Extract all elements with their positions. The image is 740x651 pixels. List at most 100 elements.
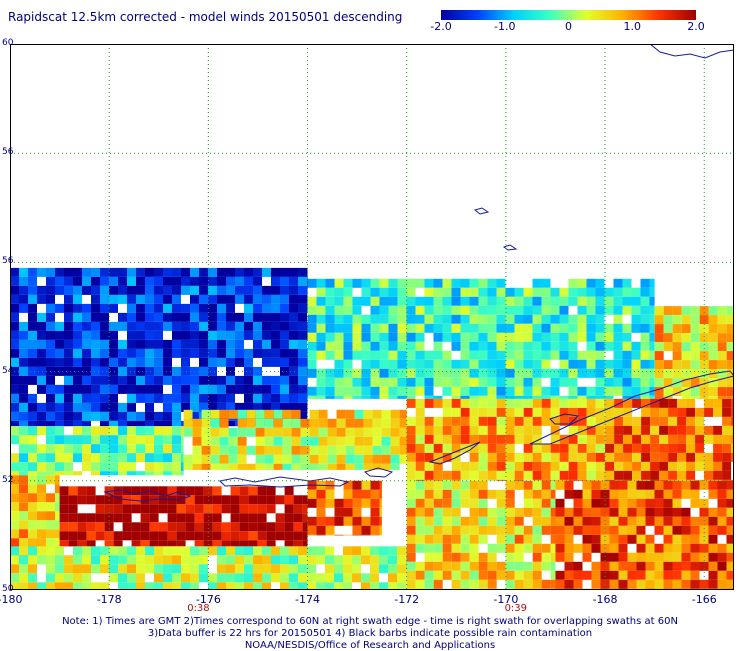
wind-cell bbox=[154, 453, 163, 462]
wind-cell bbox=[292, 437, 301, 446]
wind-cell bbox=[452, 571, 461, 580]
wind-cell bbox=[100, 313, 109, 322]
wind-cell bbox=[677, 417, 686, 426]
wind-cell bbox=[425, 360, 434, 369]
wind-cell bbox=[380, 499, 382, 508]
wind-cell bbox=[172, 376, 181, 385]
wind-cell bbox=[208, 313, 217, 322]
wind-cell bbox=[28, 538, 37, 547]
wind-cell bbox=[668, 480, 677, 481]
wind-cell bbox=[217, 304, 226, 313]
wind-cell bbox=[614, 324, 623, 333]
wind-cell bbox=[551, 378, 560, 387]
wind-cell bbox=[226, 304, 235, 313]
wind-cell bbox=[55, 394, 64, 403]
wind-cell bbox=[109, 555, 118, 564]
wind-cell bbox=[280, 268, 289, 277]
wind-cell bbox=[587, 360, 596, 369]
wind-cell bbox=[163, 421, 172, 426]
wind-cell bbox=[307, 555, 316, 564]
wind-cell bbox=[136, 582, 145, 590]
wind-cell bbox=[145, 421, 154, 426]
wind-cell bbox=[355, 437, 364, 446]
wind-cell bbox=[470, 499, 479, 508]
wind-cell bbox=[28, 520, 37, 529]
wind-cell bbox=[55, 331, 64, 340]
wind-cell bbox=[515, 399, 524, 408]
wind-cell bbox=[416, 471, 425, 480]
wind-cell bbox=[565, 490, 574, 499]
wind-cell bbox=[610, 553, 619, 562]
wind-cell bbox=[267, 540, 276, 546]
wind-cell bbox=[587, 324, 596, 333]
wind-cell bbox=[262, 546, 271, 555]
wind-cell bbox=[253, 546, 262, 555]
wind-cell bbox=[244, 546, 253, 555]
wind-cell bbox=[443, 417, 452, 426]
wind-cell bbox=[91, 304, 100, 313]
wind-cell bbox=[325, 573, 334, 582]
wind-cell bbox=[280, 394, 289, 403]
wind-cell bbox=[46, 511, 55, 520]
wind-cell bbox=[294, 540, 303, 546]
wind-cell bbox=[727, 351, 734, 360]
wind-cell bbox=[310, 419, 319, 428]
wind-cell bbox=[181, 322, 190, 331]
wind-cell bbox=[82, 268, 91, 277]
wind-cell bbox=[628, 535, 637, 544]
wind-cell bbox=[551, 333, 560, 342]
wind-cell bbox=[425, 553, 434, 562]
wind-cell bbox=[691, 544, 700, 553]
wind-cell bbox=[208, 340, 217, 349]
wind-cell bbox=[578, 288, 587, 297]
wind-cell bbox=[109, 295, 118, 304]
wind-cell bbox=[346, 428, 355, 437]
wind-cell bbox=[229, 428, 238, 437]
wind-cell bbox=[37, 475, 46, 484]
wind-cell bbox=[37, 444, 46, 453]
wind-cell bbox=[578, 444, 587, 453]
wind-cell bbox=[407, 471, 416, 480]
wind-cell bbox=[344, 342, 353, 351]
wind-cell bbox=[407, 426, 416, 435]
wind-cell bbox=[19, 385, 28, 394]
wind-cell bbox=[222, 540, 231, 546]
wind-cell bbox=[655, 342, 664, 351]
wind-cell bbox=[355, 428, 364, 437]
note-line-3: NOAA/NESDIS/Office of Research and Appli… bbox=[0, 640, 740, 651]
wind-cell bbox=[87, 531, 96, 540]
wind-cell bbox=[280, 286, 289, 295]
wind-cell bbox=[271, 564, 280, 573]
wind-cell bbox=[641, 426, 650, 435]
wind-cell bbox=[515, 369, 524, 378]
wind-cell bbox=[370, 546, 379, 555]
wind-cell bbox=[709, 342, 718, 351]
wind-cell bbox=[425, 369, 434, 378]
wind-cell bbox=[204, 540, 213, 546]
wind-cell bbox=[64, 367, 73, 376]
wind-cell bbox=[488, 508, 497, 517]
wind-cell bbox=[109, 268, 118, 277]
wind-cell bbox=[150, 540, 159, 546]
wind-cell bbox=[551, 471, 560, 480]
wind-cell bbox=[497, 526, 506, 535]
wind-cell bbox=[145, 444, 154, 453]
wind-cell bbox=[389, 279, 398, 288]
wind-cell bbox=[704, 480, 713, 481]
wind-cell bbox=[109, 394, 118, 403]
wind-cell bbox=[181, 462, 184, 471]
wind-cell bbox=[583, 526, 592, 535]
wind-cell bbox=[114, 513, 123, 522]
wind-cell bbox=[317, 315, 326, 324]
wind-cell bbox=[334, 555, 343, 564]
wind-cell bbox=[301, 437, 310, 446]
wind-cell bbox=[265, 446, 274, 455]
wind-cell bbox=[524, 580, 533, 589]
wind-cell bbox=[326, 387, 335, 396]
swath-time-label: 0:39 bbox=[505, 603, 527, 614]
wind-cell bbox=[335, 535, 344, 536]
wind-cell bbox=[217, 268, 226, 277]
wind-cell bbox=[220, 410, 229, 419]
wind-cell bbox=[10, 412, 19, 421]
wind-cell bbox=[220, 437, 229, 446]
